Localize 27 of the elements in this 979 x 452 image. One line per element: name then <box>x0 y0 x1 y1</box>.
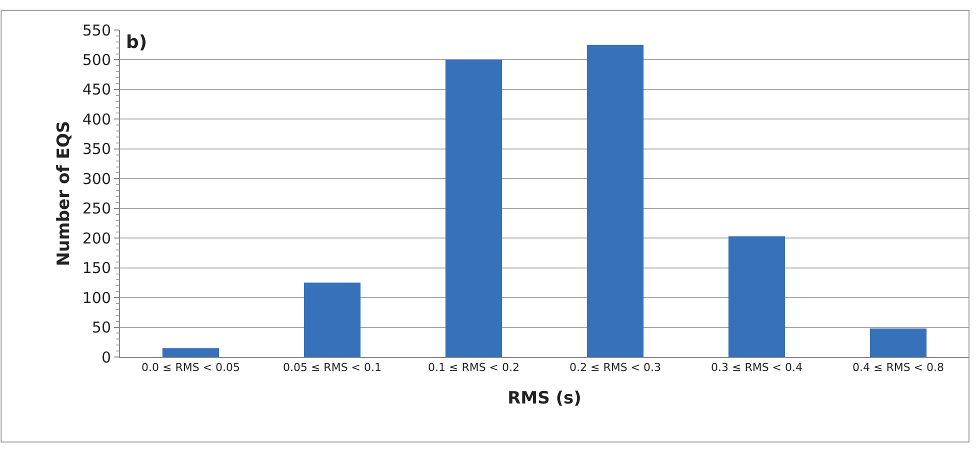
x-tick-label: 0.05 ≤ RMS < 0.1 <box>282 361 382 374</box>
x-axis-title: RMS (s) <box>508 388 582 409</box>
y-tick-label: 500 <box>82 50 111 69</box>
y-tick-label: 150 <box>82 259 111 278</box>
bar <box>304 282 361 357</box>
y-tick-label: 50 <box>92 318 111 337</box>
y-tick-label: 300 <box>82 170 111 188</box>
y-tick-label: 100 <box>82 288 111 307</box>
y-axis-title: Number of EQS <box>54 120 74 266</box>
y-tick-label: 200 <box>82 229 111 248</box>
bar <box>586 44 644 357</box>
x-tick-label: 0.2 ≤ RMS < 0.3 <box>569 361 662 374</box>
x-tick-label: 0.4 ≤ RMS < 0.8 <box>852 361 944 374</box>
y-tick-label: 400 <box>82 110 111 128</box>
y-tick-label: 350 <box>82 140 111 158</box>
y-tick-label: 0 <box>101 348 111 366</box>
x-tick-label: 0.1 ≤ RMS < 0.2 <box>428 361 520 374</box>
bar <box>870 328 927 357</box>
x-tick-label: 0.0 ≤ RMS < 0.05 <box>141 361 240 374</box>
y-tick-label: 250 <box>82 200 111 218</box>
bar <box>445 60 502 357</box>
bar <box>728 236 786 357</box>
y-tick-label: 450 <box>82 80 111 99</box>
bar <box>162 348 220 357</box>
x-tick-label: 0.3 ≤ RMS < 0.4 <box>710 361 803 374</box>
annotation: b) <box>126 32 148 53</box>
y-tick-label: 550 <box>82 21 111 40</box>
